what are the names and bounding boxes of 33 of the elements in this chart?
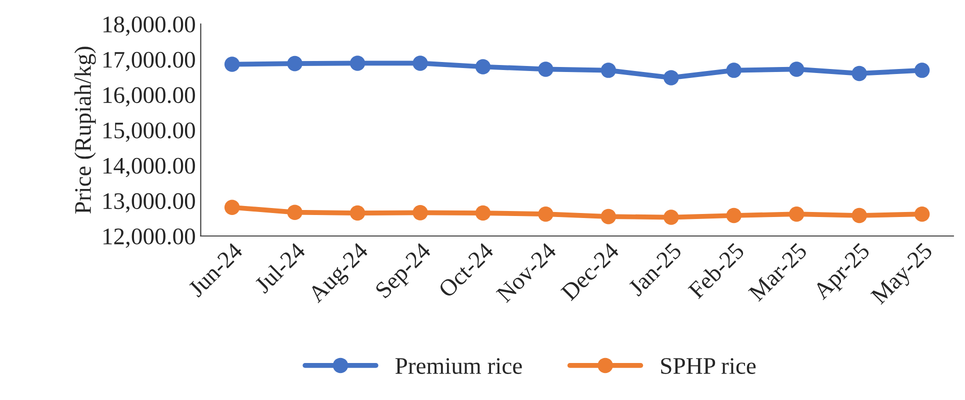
y-tick-label: 13,000.00 [103, 193, 195, 212]
point [287, 56, 302, 72]
point [788, 206, 804, 222]
point [538, 62, 554, 77]
point [600, 208, 616, 224]
y-axis-title: Price (Rupiah/kg) [74, 46, 96, 214]
y-tick-label: 17,000.00 [103, 52, 195, 72]
y-tick-label: 15,000.00 [103, 122, 195, 142]
point [600, 62, 616, 78]
point [412, 56, 428, 71]
point [350, 205, 366, 221]
point [726, 208, 742, 224]
y-tick-label: 18,000.00 [103, 16, 195, 36]
y-tick-label: 16,000.00 [103, 87, 195, 106]
point [852, 208, 867, 224]
point [224, 200, 240, 216]
point [475, 59, 491, 74]
point [726, 62, 742, 78]
point [852, 66, 867, 82]
point [788, 62, 804, 77]
legend-label: SPHP rice [661, 358, 756, 374]
point [224, 56, 240, 72]
point [475, 205, 491, 221]
legend-label: Premium rice [395, 358, 522, 374]
point [538, 206, 554, 222]
point [664, 70, 679, 86]
point [350, 56, 366, 71]
point [664, 210, 679, 225]
point [287, 204, 302, 220]
point [914, 206, 930, 222]
point [914, 62, 930, 78]
y-tick-label: 14,000.00 [103, 158, 195, 178]
point [412, 205, 428, 220]
